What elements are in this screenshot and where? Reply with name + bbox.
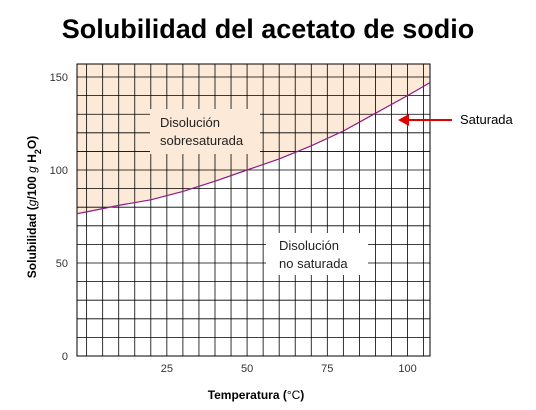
- unsaturated-label-box: [266, 233, 368, 275]
- y-tick-labels: 0 50 100 150: [50, 72, 68, 363]
- x-tick-label: 75: [321, 363, 333, 375]
- y-tick-label: 0: [62, 351, 68, 363]
- saturation-curve: [76, 82, 431, 215]
- saturada-arrow-head: [398, 114, 409, 126]
- chart-title: Solubilidad del acetato de sodio: [61, 14, 475, 44]
- supersaturated-label-line2: sobresaturada: [160, 133, 244, 148]
- y-axis-label: Solubilidad (g/100 g H2O): [25, 136, 43, 278]
- saturada-label: Saturada: [460, 112, 514, 127]
- supersaturated-label-line1: Disolución: [160, 115, 220, 130]
- y-tick-label: 100: [50, 165, 68, 177]
- x-tick-label: 100: [398, 363, 416, 375]
- supersaturated-label-box: [150, 109, 260, 154]
- plot-border: [76, 63, 431, 357]
- unsaturated-label-line1: Disolución: [279, 238, 339, 253]
- unsaturated-label-line2: no saturada: [279, 256, 348, 271]
- y-tick-label: 150: [50, 72, 68, 84]
- x-tick-label: 25: [161, 363, 173, 375]
- x-tick-labels: 25 50 75 100: [161, 363, 417, 375]
- y-tick-label: 50: [56, 258, 68, 270]
- x-axis-label: Temperatura (°C): [208, 388, 305, 402]
- x-tick-label: 50: [241, 363, 253, 375]
